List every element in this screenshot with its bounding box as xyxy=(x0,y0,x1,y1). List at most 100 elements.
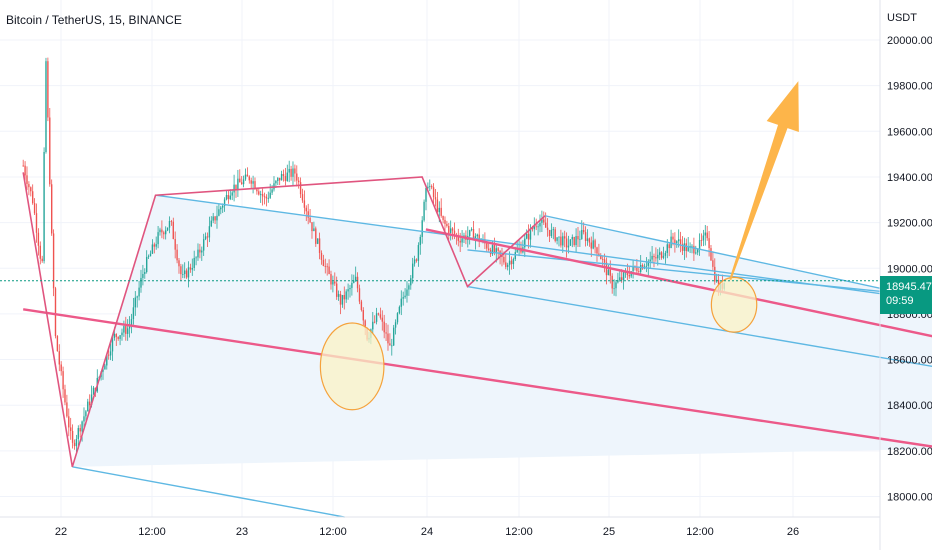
candle-body xyxy=(636,267,638,272)
candle-body xyxy=(615,282,617,289)
candle-body xyxy=(645,265,648,267)
candle-body xyxy=(527,233,530,240)
candle-body xyxy=(696,249,699,253)
candle-body xyxy=(391,345,393,347)
candle-body xyxy=(332,281,334,285)
candle-body xyxy=(315,228,317,244)
candle-body xyxy=(402,297,404,299)
candle-body xyxy=(71,430,74,443)
candle-body xyxy=(170,221,173,222)
candle-body xyxy=(524,238,526,248)
candle-body xyxy=(269,192,271,198)
candle-body xyxy=(501,255,503,257)
candle-body xyxy=(221,205,224,208)
candle-body xyxy=(529,228,532,240)
candle-body xyxy=(294,168,296,174)
candle-body xyxy=(544,222,547,228)
candle-body xyxy=(282,173,285,177)
candle-body xyxy=(676,241,678,244)
candle-body xyxy=(620,277,623,281)
candle-body xyxy=(111,337,114,352)
candle-body xyxy=(622,272,625,281)
candle-body xyxy=(218,209,220,216)
candle-body xyxy=(373,321,376,323)
candle-body xyxy=(125,326,127,334)
candle-body xyxy=(565,238,568,248)
symbol-title[interactable]: Bitcoin / TetherUS, 15, BINANCE xyxy=(6,13,182,27)
candle-body xyxy=(603,259,606,263)
candle-body xyxy=(328,266,330,275)
candle-body xyxy=(708,238,710,249)
time-tick-label: 12:00 xyxy=(319,526,347,538)
candle-body xyxy=(687,246,689,252)
candle-body xyxy=(436,199,439,213)
candle-body xyxy=(404,295,406,298)
candle-body xyxy=(358,288,361,302)
candle-body xyxy=(425,188,427,202)
candle-body xyxy=(702,235,705,241)
candle-body xyxy=(206,236,209,238)
candle-body xyxy=(106,354,108,366)
price-tick-label: 18200.00 xyxy=(887,446,932,458)
candle-body xyxy=(121,332,123,336)
candle-body xyxy=(470,229,473,231)
candle-body xyxy=(259,193,262,195)
candle-body xyxy=(543,219,545,223)
candle-body xyxy=(235,184,237,190)
candle-body xyxy=(394,322,397,328)
candle-body xyxy=(138,287,140,297)
time-axis[interactable]: 22 12:00 23 12:00 24 12:00 25 12:00 26 xyxy=(0,0,881,550)
candle-body xyxy=(202,239,205,251)
candle-body xyxy=(440,207,442,216)
candle-body xyxy=(651,255,653,260)
candle-body xyxy=(525,233,528,239)
candle-body xyxy=(233,184,235,193)
candle-body xyxy=(605,262,608,276)
candle-body xyxy=(588,238,591,243)
candle-body xyxy=(26,175,28,185)
candle-body xyxy=(229,195,231,200)
candle-body xyxy=(45,61,47,152)
candle-body xyxy=(147,256,150,258)
candle-body xyxy=(372,321,374,330)
candle-body xyxy=(541,219,543,223)
candle-body xyxy=(664,252,667,256)
candle-body xyxy=(49,117,51,185)
candle-body xyxy=(666,244,668,253)
candle-body xyxy=(88,401,91,406)
candle-body xyxy=(706,232,708,239)
candle-body xyxy=(444,219,446,224)
price-axis[interactable]: 18000.0018200.0018400.0018600.0018800.00… xyxy=(887,35,932,504)
candle-body xyxy=(307,211,309,218)
candle-body xyxy=(324,265,326,267)
candle-body xyxy=(24,165,26,176)
candle-body xyxy=(531,228,534,230)
candle-body xyxy=(556,237,558,241)
candle-body xyxy=(41,258,43,262)
candle-body xyxy=(77,428,79,439)
candle-body xyxy=(320,252,323,260)
candle-body xyxy=(123,326,125,333)
candle-body xyxy=(263,196,266,198)
candle-body xyxy=(130,319,133,327)
channel-2-lower-line xyxy=(467,285,932,368)
candle-body xyxy=(201,250,203,253)
candle-body xyxy=(653,255,655,258)
candle-body xyxy=(166,227,169,231)
candle-body xyxy=(449,228,452,233)
candlestick-series xyxy=(22,57,725,454)
price-tick-label: 19200.00 xyxy=(887,218,932,230)
candle-body xyxy=(39,245,41,259)
candle-body xyxy=(52,233,55,289)
candle-body xyxy=(155,244,157,247)
candle-body xyxy=(377,313,380,315)
candle-body xyxy=(495,248,497,253)
candle-body xyxy=(22,165,24,167)
candle-body xyxy=(442,215,444,220)
candle-body xyxy=(335,283,338,297)
candle-body xyxy=(62,371,64,390)
candle-body xyxy=(182,274,184,275)
candle-body xyxy=(594,240,596,248)
candle-body xyxy=(144,272,146,274)
